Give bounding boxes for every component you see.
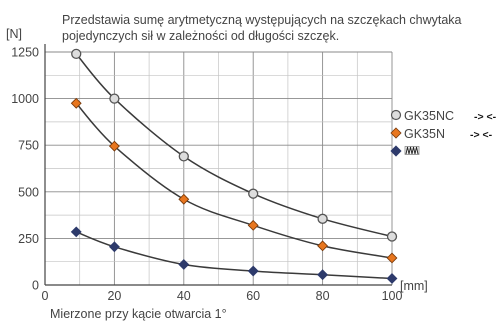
- legend-arrows-gk35n: -> <-: [470, 129, 493, 141]
- x-tick-label: 20: [107, 289, 121, 303]
- legend-label-gk35n: GK35N: [404, 127, 445, 141]
- data-point: [247, 265, 259, 277]
- legend-arrows-gk35nc: -> <-: [474, 111, 497, 123]
- x-tick-label: 80: [316, 289, 330, 303]
- series-line: [75, 231, 393, 280]
- legend-item-gk35n: GK35N -> <-: [390, 127, 493, 141]
- footnote: Mierzone przy kącie otwarcia 1°: [50, 307, 227, 321]
- y-axis-unit: [N]: [6, 27, 22, 41]
- y-tick-label: 500: [18, 185, 39, 199]
- data-point: [317, 240, 329, 252]
- legend-label-gk35nc: GK35NC: [404, 109, 454, 123]
- legend-diamond-marker: [390, 127, 402, 139]
- data-point: [108, 241, 120, 253]
- y-tick-label: 0: [32, 279, 39, 293]
- legend-item-spring: [390, 145, 420, 157]
- description-line-2: pojedynczych sił w zależności od długośc…: [62, 29, 339, 43]
- legend: GK35NC -> <- GK35N -> <-: [390, 109, 497, 157]
- grid: [44, 44, 393, 286]
- data-point: [386, 231, 398, 242]
- data-point: [317, 269, 329, 281]
- y-tick-labels: 0 250 500 750 1000 1250: [11, 46, 39, 293]
- data-point: [70, 97, 82, 109]
- y-tick-label: 1250: [11, 46, 39, 60]
- x-tick-label: 0: [42, 289, 49, 303]
- legend-diamond-navy-marker: [390, 145, 402, 157]
- data-point: [178, 259, 190, 270]
- x-tick-label: 60: [246, 289, 260, 303]
- y-tick-label: 1000: [11, 92, 39, 106]
- description-line-1: Przedstawia sumę arytmetyczną występując…: [62, 13, 462, 27]
- series-2: [70, 226, 398, 284]
- x-tick-label: 100: [382, 289, 403, 303]
- legend-item-gk35nc: GK35NC -> <-: [390, 109, 497, 123]
- data-point: [71, 48, 82, 60]
- x-tick-labels: 0 20 40 60 80 100: [42, 289, 403, 303]
- data-point: [386, 273, 398, 284]
- data-point: [109, 93, 120, 104]
- spring-icon: [404, 146, 420, 155]
- series-group: [70, 48, 398, 284]
- series-0: [71, 48, 398, 242]
- data-point: [248, 188, 259, 199]
- series-line: [75, 102, 393, 259]
- data-point: [247, 219, 259, 231]
- y-tick-label: 750: [18, 139, 39, 153]
- data-point: [178, 193, 190, 205]
- y-tick-label: 250: [18, 232, 39, 246]
- data-point: [108, 140, 120, 152]
- data-point: [386, 252, 398, 264]
- data-point: [317, 213, 328, 224]
- series-1: [70, 97, 398, 264]
- x-tick-label: 40: [177, 289, 191, 303]
- x-axis-unit: [mm]: [400, 279, 428, 293]
- legend-circle-marker: [390, 109, 402, 121]
- data-point: [178, 151, 189, 162]
- data-point: [70, 226, 82, 238]
